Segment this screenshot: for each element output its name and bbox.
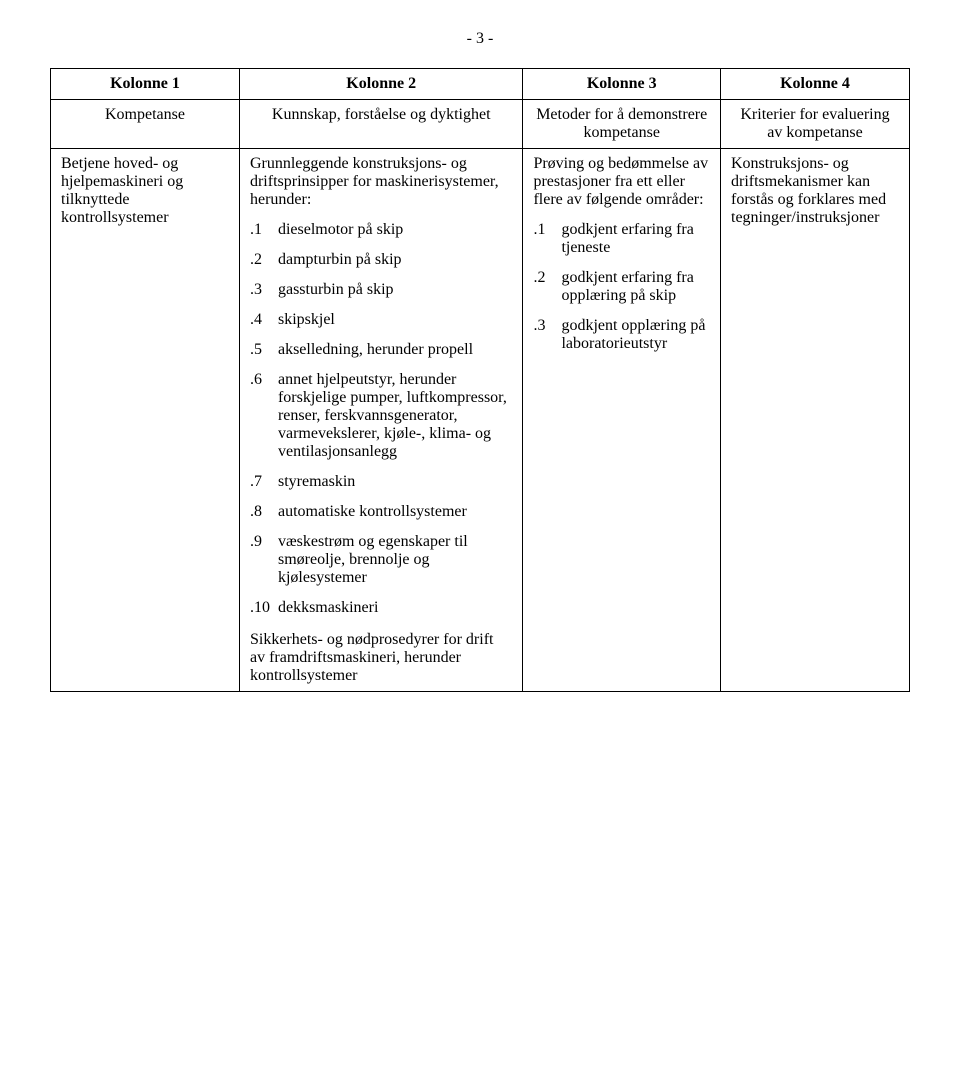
page-number: - 3 - xyxy=(50,30,910,48)
page: - 3 - Kolonne 1 Kolonne 2 Kolonne 3 Kolo… xyxy=(0,0,960,742)
c2-intro: Grunnleggende konstruksjons- og driftspr… xyxy=(250,155,512,209)
item-text: dampturbin på skip xyxy=(278,251,512,269)
item-text: annet hjelpeutstyr, herunder forskjelige… xyxy=(278,371,512,461)
item-text: væskestrøm og egenskaper til smøreolje, … xyxy=(278,533,512,587)
item-text: styremaskin xyxy=(278,473,512,491)
item-num: .1 xyxy=(250,221,278,239)
item-num: .2 xyxy=(250,251,278,269)
list-item: .4 skipskjel xyxy=(250,311,512,329)
list-item: .10 dekksmaskineri xyxy=(250,599,512,617)
item-num: .8 xyxy=(250,503,278,521)
list-item: .5 akselledning, herunder propell xyxy=(250,341,512,359)
list-item: .3 godkjent opplæring på laboratorieutst… xyxy=(533,317,710,353)
item-text: dieselmotor på skip xyxy=(278,221,512,239)
cell-kriterier: Konstruksjons- og driftsmekanismer kan f… xyxy=(721,149,910,692)
item-text: automatiske kontrollsystemer xyxy=(278,503,512,521)
list-item: .1 godkjent erfaring fra tjeneste xyxy=(533,221,710,257)
list-item: .8 automatiske kontrollsystemer xyxy=(250,503,512,521)
item-text: skipskjel xyxy=(278,311,512,329)
item-num: .4 xyxy=(250,311,278,329)
table-header-row: Kolonne 1 Kolonne 2 Kolonne 3 Kolonne 4 xyxy=(51,69,910,100)
list-item: .9 væskestrøm og egenskaper til smøreolj… xyxy=(250,533,512,587)
item-text: godkjent erfaring fra tjeneste xyxy=(561,221,710,257)
item-num: .9 xyxy=(250,533,278,587)
cell-metoder: Prøving og bedømmelse av prestasjoner fr… xyxy=(523,149,721,692)
subheader-col3: Metoder for å demonstrere kompetanse xyxy=(523,100,721,149)
item-num: .10 xyxy=(250,599,278,617)
cell-kunnskap: Grunnleggende konstruksjons- og driftspr… xyxy=(239,149,522,692)
item-num: .3 xyxy=(250,281,278,299)
table-row: Betjene hoved- og hjelpemaskineri og til… xyxy=(51,149,910,692)
item-num: .3 xyxy=(533,317,561,353)
cell-kompetanse: Betjene hoved- og hjelpemaskineri og til… xyxy=(51,149,240,692)
item-text: godkjent erfaring fra opplæring på skip xyxy=(561,269,710,305)
list-item: .1 dieselmotor på skip xyxy=(250,221,512,239)
c3-intro: Prøving og bedømmelse av prestasjoner fr… xyxy=(533,155,710,209)
header-col3: Kolonne 3 xyxy=(523,69,721,100)
item-num: .6 xyxy=(250,371,278,461)
list-item: .3 gassturbin på skip xyxy=(250,281,512,299)
table-subheader-row: Kompetanse Kunnskap, forståelse og dykti… xyxy=(51,100,910,149)
list-item: .7 styremaskin xyxy=(250,473,512,491)
header-col1: Kolonne 1 xyxy=(51,69,240,100)
item-num: .2 xyxy=(533,269,561,305)
c2-tail: Sikkerhets- og nødprosedyrer for drift a… xyxy=(250,631,512,685)
item-text: akselledning, herunder propell xyxy=(278,341,512,359)
list-item: .6 annet hjelpeutstyr, herunder forskjel… xyxy=(250,371,512,461)
subheader-col2: Kunnskap, forståelse og dyktighet xyxy=(239,100,522,149)
list-item: .2 dampturbin på skip xyxy=(250,251,512,269)
item-num: .1 xyxy=(533,221,561,257)
item-num: .5 xyxy=(250,341,278,359)
subheader-col4: Kriterier for evaluering av kompetanse xyxy=(721,100,910,149)
list-item: .2 godkjent erfaring fra opplæring på sk… xyxy=(533,269,710,305)
item-text: dekksmaskineri xyxy=(278,599,512,617)
item-num: .7 xyxy=(250,473,278,491)
header-col2: Kolonne 2 xyxy=(239,69,522,100)
subheader-col1: Kompetanse xyxy=(51,100,240,149)
item-text: godkjent opplæring på laboratorieutstyr xyxy=(561,317,710,353)
competence-table: Kolonne 1 Kolonne 2 Kolonne 3 Kolonne 4 … xyxy=(50,68,910,692)
header-col4: Kolonne 4 xyxy=(721,69,910,100)
item-text: gassturbin på skip xyxy=(278,281,512,299)
